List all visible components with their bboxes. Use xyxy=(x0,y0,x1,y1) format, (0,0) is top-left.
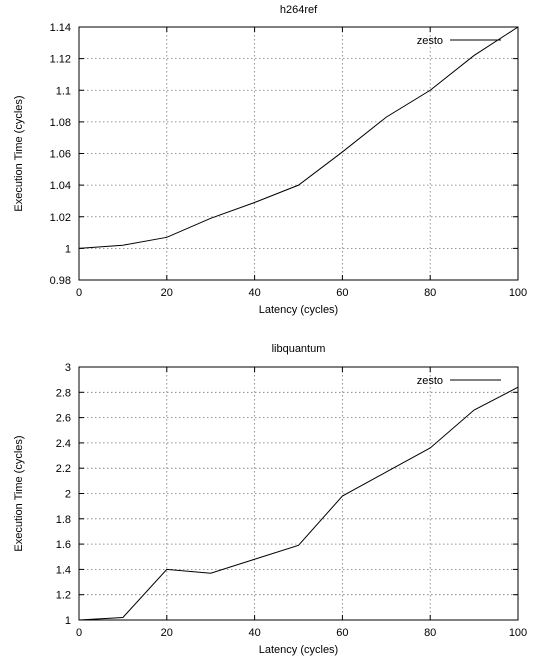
data-point xyxy=(473,54,476,57)
data-point xyxy=(297,544,300,547)
data-point xyxy=(473,409,476,412)
data-point xyxy=(429,446,432,449)
x-tick-label: 40 xyxy=(248,287,260,299)
y-tick-label: 1 xyxy=(65,615,71,627)
y-tick-label: 1.4 xyxy=(56,564,71,576)
data-point xyxy=(341,495,344,498)
data-point xyxy=(385,116,388,119)
y-tick-label: 2 xyxy=(65,489,71,501)
data-point xyxy=(253,201,256,204)
data-point xyxy=(165,236,168,239)
y-tick-label: 2.8 xyxy=(56,387,71,399)
y-axis-label: Execution Time (cycles) xyxy=(13,95,25,211)
y-tick-label: 1.12 xyxy=(50,54,71,66)
y-tick-label: 1 xyxy=(65,243,71,255)
y-tick-label: 1.2 xyxy=(56,590,71,602)
x-tick-label: 20 xyxy=(161,627,173,639)
y-tick-label: 0.98 xyxy=(50,275,71,287)
data-point xyxy=(78,247,81,250)
plot-frame xyxy=(78,26,519,281)
data-point xyxy=(78,619,81,622)
plot-frame xyxy=(78,366,519,621)
series-line-zesto xyxy=(78,26,519,249)
y-tick-label: 1.04 xyxy=(50,180,71,192)
x-tick-label: 80 xyxy=(424,287,436,299)
x-tick-label: 100 xyxy=(509,627,527,639)
chart-panel: 0 20 40 60 80 100 1 1.2 1.4 1.6 1.8 2 2.2 2.4 2.6 2.8 3 l… xyxy=(13,343,527,656)
x-tick-label: 60 xyxy=(336,627,348,639)
x-tick-label: 60 xyxy=(336,287,348,299)
x-tick-label: 100 xyxy=(509,287,527,299)
x-tick-label: 40 xyxy=(248,627,260,639)
data-point xyxy=(121,244,124,247)
y-tick-label: 1.6 xyxy=(56,539,71,551)
chart-title: libquantum xyxy=(272,343,326,355)
data-point xyxy=(253,558,256,561)
data-point xyxy=(429,89,432,92)
y-tick-label: 1.8 xyxy=(56,514,71,526)
y-tick-label: 3 xyxy=(65,362,71,374)
x-axis-label: Latency (cycles) xyxy=(259,304,338,316)
data-point xyxy=(121,616,124,619)
data-point xyxy=(517,26,520,29)
y-axis-label: Execution Time (cycles) xyxy=(13,435,25,551)
data-point xyxy=(165,568,168,571)
x-tick-label: 20 xyxy=(161,287,173,299)
data-point xyxy=(297,184,300,187)
legend-label: zesto xyxy=(417,35,443,47)
x-tick-label: 0 xyxy=(76,287,82,299)
x-tick-label: 0 xyxy=(76,627,82,639)
y-tick-label: 2.2 xyxy=(56,463,71,475)
legend-label: zesto xyxy=(417,375,443,387)
y-tick-label: 1.02 xyxy=(50,212,71,224)
y-tick-label: 1.1 xyxy=(56,85,71,97)
data-point xyxy=(341,150,344,153)
x-axis-label: Latency (cycles) xyxy=(259,644,338,656)
data-point xyxy=(209,572,212,575)
y-tick-label: 1.08 xyxy=(50,117,71,129)
y-tick-label: 2.6 xyxy=(56,413,71,425)
data-point xyxy=(209,217,212,220)
y-tick-label: 1.06 xyxy=(50,149,71,161)
chart-title: h264ref xyxy=(280,4,318,16)
y-tick-label: 2.4 xyxy=(56,438,71,450)
y-tick-label: 1.14 xyxy=(50,22,71,34)
series-line-zesto xyxy=(78,386,519,621)
chart-panel: 0 20 40 60 80 100 0.98 1 1.02 1.04 1.06 1.08 1.1 1.12… xyxy=(13,4,527,316)
x-tick-label: 80 xyxy=(424,627,436,639)
data-point xyxy=(385,470,388,473)
data-point xyxy=(517,386,520,389)
